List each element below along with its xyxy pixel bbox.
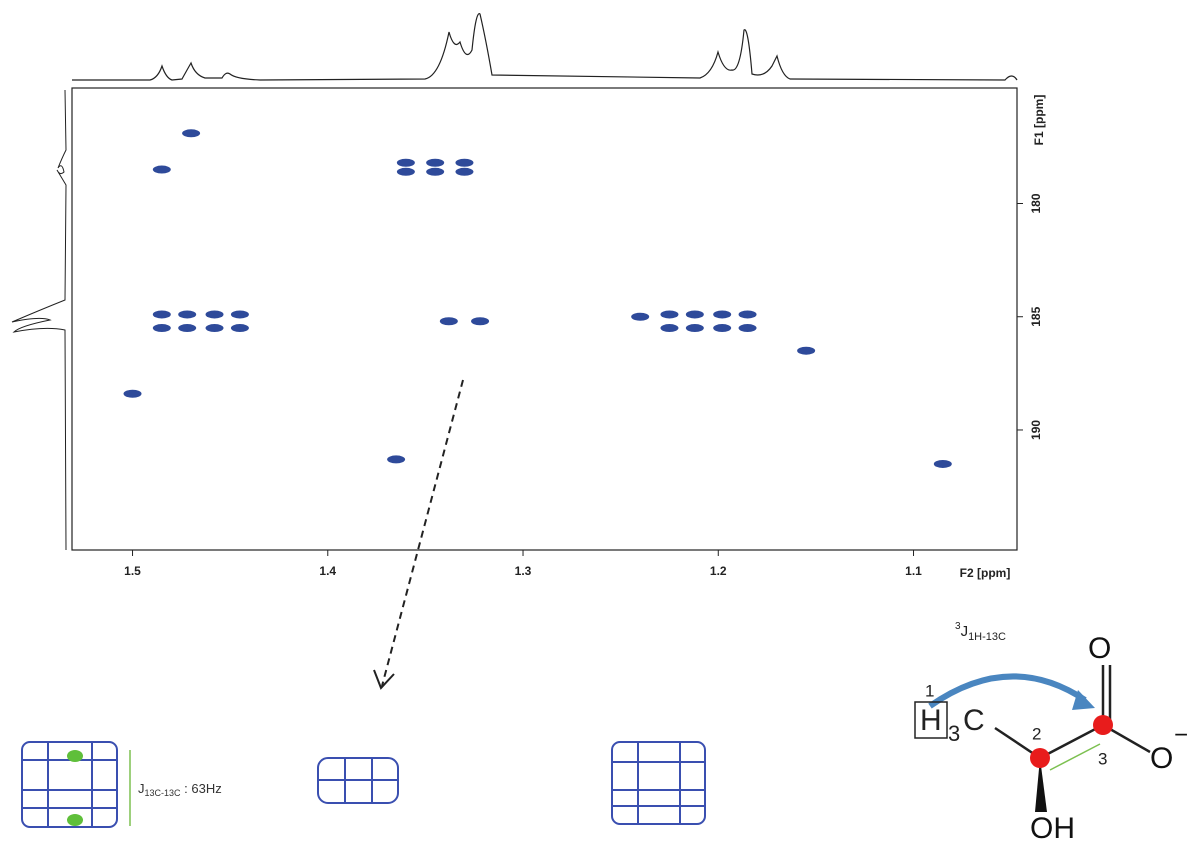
arrow-head (373, 669, 395, 690)
cross-peak (933, 459, 952, 468)
cross-peak (182, 129, 201, 138)
charge: − (1174, 721, 1188, 748)
cross-peak (387, 455, 406, 464)
y-axis-label: F1 [ppm] (1032, 95, 1046, 146)
cross-peak (426, 158, 445, 167)
cross-peak (660, 310, 679, 319)
cross-peak (685, 324, 704, 333)
cross-peak (738, 310, 757, 319)
long-range-subscript: 1H-13C (968, 631, 1006, 643)
wedge (1035, 758, 1047, 812)
x-axis-label: F2 [ppm] (960, 566, 1011, 580)
cross-peak (205, 324, 224, 333)
cross-peak (230, 324, 249, 333)
x-tick-label: 1.4 (319, 564, 336, 578)
y-tick-label: 190 (1029, 420, 1043, 440)
cross-peak (205, 310, 224, 319)
top-projection (72, 13, 1018, 81)
cross-peak (738, 324, 757, 333)
plot-frame (71, 87, 1018, 551)
oh: OH (1030, 812, 1075, 845)
inset-middle (317, 757, 399, 804)
cross-peak (685, 310, 704, 319)
carbon-2 (1030, 748, 1050, 768)
inset-right (611, 741, 706, 825)
cross-peak (178, 310, 197, 319)
x-tick-label: 1.3 (515, 564, 532, 578)
y-tick-label: 185 (1029, 306, 1043, 326)
h: H (920, 704, 942, 737)
x-tick-label: 1.2 (710, 564, 727, 578)
long-range-symbol: J (961, 623, 969, 640)
y-tick-label: 180 (1029, 193, 1043, 213)
cross-peak (713, 324, 732, 333)
o-right: O (1150, 742, 1173, 775)
cross-peak (152, 310, 171, 319)
hmbc-arrow (928, 673, 1087, 709)
coupling-symbol: J (138, 781, 145, 796)
x-tick-label: 1.5 (124, 564, 141, 578)
cross-peak (152, 324, 171, 333)
x-tick-label: 1.1 (905, 564, 922, 578)
cross-peak (396, 167, 415, 176)
molecule: 3J1H-13C 1 H 3 C 2 3 O O − OH (914, 621, 1188, 845)
left-projection (11, 89, 67, 551)
coupling-label: J13C-13C : 63Hz (138, 781, 222, 798)
cross-peak (426, 167, 445, 176)
carbon-3 (1093, 715, 1113, 735)
cross-peak (631, 312, 650, 321)
cross-peak (713, 310, 732, 319)
cross-peak (230, 310, 249, 319)
coupling-text: : 63Hz (181, 781, 222, 796)
hmbc-arrow-head (1072, 690, 1095, 710)
long-range-label: 3J1H-13C (955, 621, 1006, 643)
o-top: O (1088, 632, 1111, 665)
cross-peak (797, 346, 816, 355)
cross-peak (455, 158, 474, 167)
coupling-subscript: 13C-13C (145, 788, 182, 798)
zoom-arrow (381, 379, 464, 687)
cross-peak (152, 165, 171, 174)
atom-1: 1 (925, 681, 934, 700)
atom-2: 2 (1032, 724, 1041, 743)
atom-3: 3 (1098, 749, 1107, 768)
h-sub: 3 (948, 721, 960, 746)
c: C (963, 704, 985, 737)
cross-peak (439, 317, 458, 326)
cc-arrow (1049, 743, 1101, 771)
long-range-superscript: 3 (955, 621, 961, 632)
plot (123, 129, 952, 468)
cross-peak (396, 158, 415, 167)
inset-left (21, 741, 118, 828)
cross-peak (123, 389, 142, 398)
h-box (914, 701, 948, 739)
cross-peak (178, 324, 197, 333)
cross-peak (471, 317, 490, 326)
cross-peak (660, 324, 679, 333)
cross-peak (455, 167, 474, 176)
